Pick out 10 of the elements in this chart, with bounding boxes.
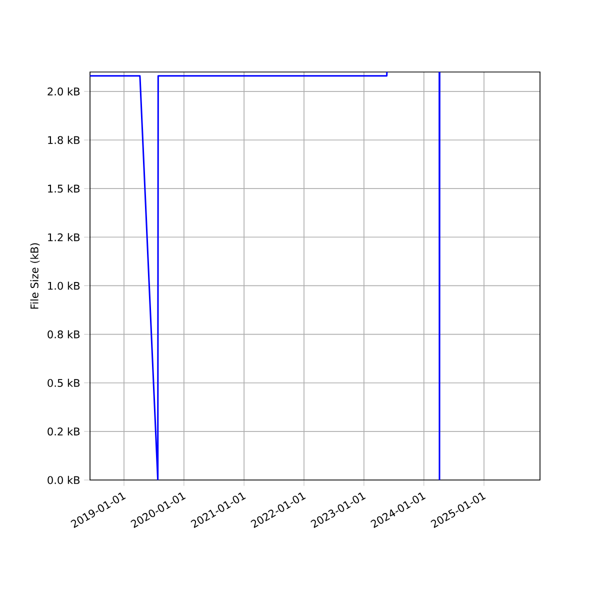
y-tick-label: 1.2 kB	[48, 233, 80, 242]
y-tick-label: 1.5 kB	[48, 184, 80, 193]
y-tick-label: 1.8 kB	[48, 136, 80, 144]
y-tick-label: 1.0 kB	[48, 282, 80, 290]
y-tick-label: 0.5 kB	[48, 378, 80, 387]
y-tick-label: 0.0 kB	[48, 476, 80, 484]
y-tick-label: 0.8 kB	[48, 330, 80, 338]
y-tick-label: 0.2 kB	[48, 427, 80, 436]
y-tick-label: 2.0 kB	[48, 87, 80, 96]
y-axis-title: File Size (kB)	[30, 243, 40, 309]
